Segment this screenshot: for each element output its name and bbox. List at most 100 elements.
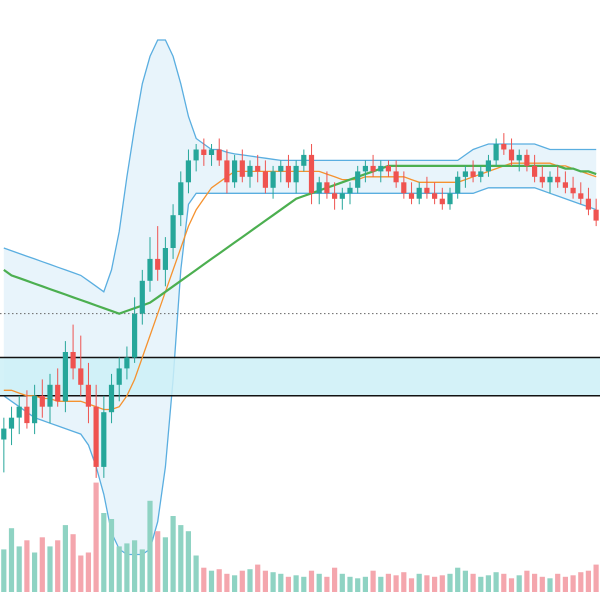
volume-bar: [585, 570, 591, 592]
volume-bar: [462, 570, 468, 592]
candle-body: [347, 187, 353, 194]
candle-body: [362, 165, 368, 172]
volume-bar: [493, 572, 499, 592]
candle-body: [493, 144, 499, 161]
candle-body: [539, 176, 545, 183]
candle-body: [555, 176, 561, 183]
candle-body: [124, 357, 130, 369]
volume-bar: [393, 575, 399, 592]
candle-body: [416, 187, 422, 199]
candle-body: [285, 165, 291, 183]
candle-body: [562, 182, 568, 188]
candle-body: [324, 182, 330, 194]
volume-bar: [478, 576, 484, 592]
candle-body: [532, 165, 538, 177]
candles: [1, 133, 599, 478]
volume-bar: [224, 573, 230, 592]
candle-body: [378, 165, 384, 172]
volume-bar: [501, 573, 507, 592]
candle-body: [547, 176, 553, 183]
candle-body: [370, 165, 376, 172]
volume-bar: [447, 573, 453, 592]
volume-bar: [470, 573, 476, 592]
candle-body: [101, 412, 107, 467]
volume-bar: [24, 540, 30, 592]
ma-fast-line: [3, 162, 597, 411]
volume-bar: [293, 575, 299, 592]
candle-body: [232, 160, 238, 183]
volume-bar: [316, 573, 322, 592]
zone-box: [0, 357, 600, 396]
candle-body: [16, 406, 22, 418]
candle-body: [139, 280, 145, 314]
candle-body: [1, 428, 7, 440]
volume-bar: [339, 573, 345, 592]
volume-bar: [562, 576, 568, 592]
candle-body: [478, 171, 484, 177]
candle-body: [585, 198, 591, 210]
candle-body: [393, 171, 399, 183]
volume-bar: [132, 540, 138, 592]
volume-bar: [570, 575, 576, 592]
volume-bar: [39, 537, 45, 592]
volume-bar: [578, 572, 584, 592]
candle-body: [408, 193, 415, 199]
candle-body: [308, 154, 315, 194]
volume-bar: [170, 516, 176, 592]
volume-bar: [85, 552, 91, 592]
candle-body: [501, 144, 507, 150]
bollinger-lower-line: [3, 187, 597, 556]
volume-bar: [301, 576, 307, 592]
volume-bar: [116, 546, 122, 592]
volume-bar: [232, 575, 238, 592]
volume-bar: [485, 575, 491, 592]
candle-body: [170, 215, 176, 248]
candle-body: [301, 154, 307, 166]
volume-bar: [124, 543, 130, 592]
volume-bar: [1, 549, 7, 592]
candle-body: [32, 395, 38, 424]
candle-body: [70, 352, 76, 369]
candle-body: [462, 171, 468, 177]
volume-bar: [255, 564, 261, 592]
candle-body: [162, 248, 168, 270]
volume-bar: [101, 513, 107, 592]
candle-body: [470, 171, 476, 177]
candle-body: [455, 176, 461, 194]
ma-slow-line: [3, 164, 597, 315]
candle-body: [508, 149, 515, 161]
candle-body: [39, 395, 45, 407]
candle-body: [578, 193, 584, 199]
volume-bar: [55, 540, 61, 592]
volume-bar: [78, 555, 84, 592]
candle-body: [424, 187, 430, 194]
candle-body: [108, 384, 115, 413]
candle-body: [201, 149, 207, 155]
volume-bar: [247, 569, 253, 592]
candle-body: [524, 154, 530, 166]
volume-bar: [332, 567, 338, 592]
volume-bar: [270, 572, 276, 592]
candle-body: [132, 313, 138, 358]
volume-bar: [139, 549, 145, 592]
volume-bar: [93, 482, 99, 592]
volume-bar: [178, 525, 184, 592]
volume-bar: [208, 570, 215, 592]
candle-body: [332, 193, 338, 199]
volume-bar: [401, 572, 407, 592]
volume-bar: [378, 576, 384, 592]
volume-bar: [408, 578, 415, 592]
volume-bar: [216, 569, 222, 592]
candle-body: [178, 182, 184, 216]
volume-bar: [455, 567, 461, 592]
volume-bar: [155, 531, 161, 592]
volume-bar: [239, 570, 245, 592]
volume-bar: [201, 567, 207, 592]
volume-bar: [432, 576, 438, 592]
candle-body: [385, 165, 391, 172]
volume-bar: [362, 576, 368, 592]
candle-body: [293, 165, 299, 183]
bollinger-bands: [3, 39, 597, 556]
volume-bar: [162, 537, 168, 592]
